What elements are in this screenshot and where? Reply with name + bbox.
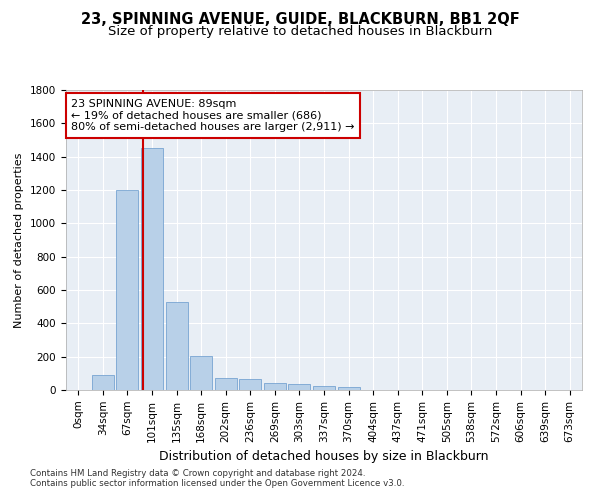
- Bar: [289, 384, 310, 390]
- Bar: [239, 379, 262, 390]
- Text: Contains public sector information licensed under the Open Government Licence v3: Contains public sector information licen…: [30, 478, 404, 488]
- Text: Size of property relative to detached houses in Blackburn: Size of property relative to detached ho…: [108, 25, 492, 38]
- Text: Contains HM Land Registry data © Crown copyright and database right 2024.: Contains HM Land Registry data © Crown c…: [30, 468, 365, 477]
- X-axis label: Distribution of detached houses by size in Blackburn: Distribution of detached houses by size …: [159, 450, 489, 463]
- Bar: [215, 378, 237, 390]
- Bar: [313, 386, 335, 390]
- Y-axis label: Number of detached properties: Number of detached properties: [14, 152, 25, 328]
- Bar: [264, 382, 286, 390]
- Bar: [116, 190, 139, 390]
- Bar: [166, 302, 188, 390]
- Bar: [190, 356, 212, 390]
- Text: 23 SPINNING AVENUE: 89sqm
← 19% of detached houses are smaller (686)
80% of semi: 23 SPINNING AVENUE: 89sqm ← 19% of detac…: [71, 99, 355, 132]
- Bar: [338, 386, 359, 390]
- Bar: [92, 375, 114, 390]
- Bar: [141, 148, 163, 390]
- Text: 23, SPINNING AVENUE, GUIDE, BLACKBURN, BB1 2QF: 23, SPINNING AVENUE, GUIDE, BLACKBURN, B…: [80, 12, 520, 28]
